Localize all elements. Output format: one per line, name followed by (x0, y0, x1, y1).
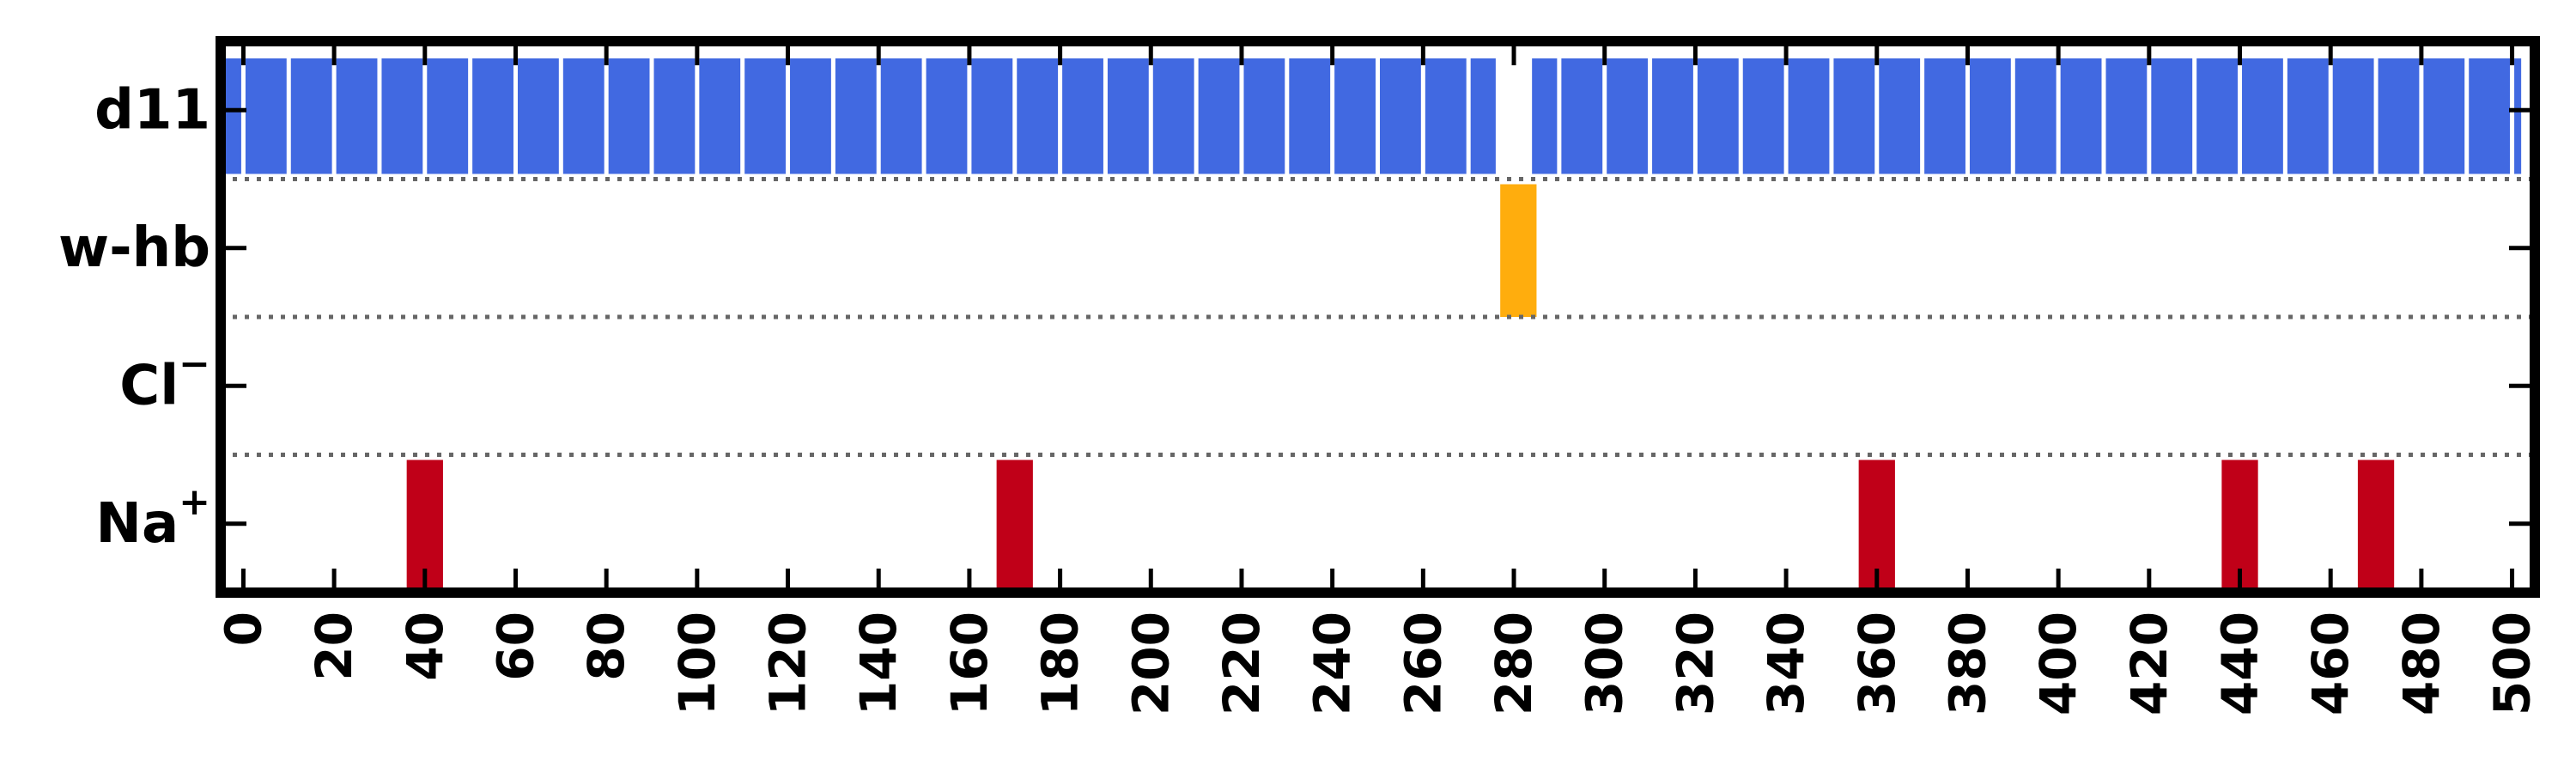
mark-whb-0 (1500, 184, 1537, 317)
x-tick-label-200: 200 (1121, 612, 1180, 715)
x-tick-label-300: 300 (1576, 612, 1634, 715)
y-tick-label-cl: Cl− (119, 342, 210, 417)
x-tick-label-360: 360 (1848, 612, 1906, 715)
x-tick-label-160: 160 (940, 612, 999, 715)
row-separators (221, 177, 2535, 457)
x-tick-label-220: 220 (1212, 612, 1271, 715)
plot-frame (216, 36, 2540, 598)
x-tick-label-60: 60 (486, 612, 544, 681)
x-tick-label-40: 40 (396, 612, 454, 681)
mark-na-4 (2357, 460, 2395, 593)
event-marks (225, 58, 2522, 593)
plot-border (216, 36, 2540, 598)
y-tick-label-na: Na+ (95, 480, 210, 556)
x-tick-label-100: 100 (668, 612, 726, 715)
x-tick-label-20: 20 (305, 612, 363, 681)
y-tick-label-d11: d11 (94, 78, 210, 142)
y-tick-label-whb: w-hb (58, 216, 210, 280)
x-tick-label-440: 440 (2211, 612, 2269, 715)
x-tick-label-180: 180 (1031, 612, 1090, 715)
x-tick-label-460: 460 (2301, 612, 2360, 715)
x-tick-label-420: 420 (2120, 612, 2178, 715)
mark-na-1 (996, 460, 1033, 593)
x-tick-label-280: 280 (1485, 612, 1543, 715)
x-tick-label-260: 260 (1394, 612, 1452, 715)
x-tick-label-240: 240 (1303, 612, 1362, 715)
x-tick-label-400: 400 (2029, 612, 2087, 715)
x-tick-label-140: 140 (849, 612, 908, 715)
x-tick-label-120: 120 (759, 612, 817, 715)
y-axis-labels: d11 w-hb Cl− Na+ (58, 78, 210, 556)
mark-d11-0 (225, 58, 1496, 174)
x-tick-label-380: 380 (1938, 612, 1996, 715)
x-tick-label-480: 480 (2392, 612, 2451, 715)
mark-d11-1 (1532, 58, 2522, 174)
x-tick-label-320: 320 (1666, 612, 1724, 715)
x-tick-label-340: 340 (1757, 612, 1815, 715)
x-tick-label-0: 0 (214, 612, 272, 646)
x-axis-labels: 0 20 40 60 80 100 120 140 160 180 200 220 240 260 280 3… (214, 612, 2541, 715)
x-tick-label-500: 500 (2483, 612, 2542, 715)
x-tick-label-80: 80 (577, 612, 635, 681)
